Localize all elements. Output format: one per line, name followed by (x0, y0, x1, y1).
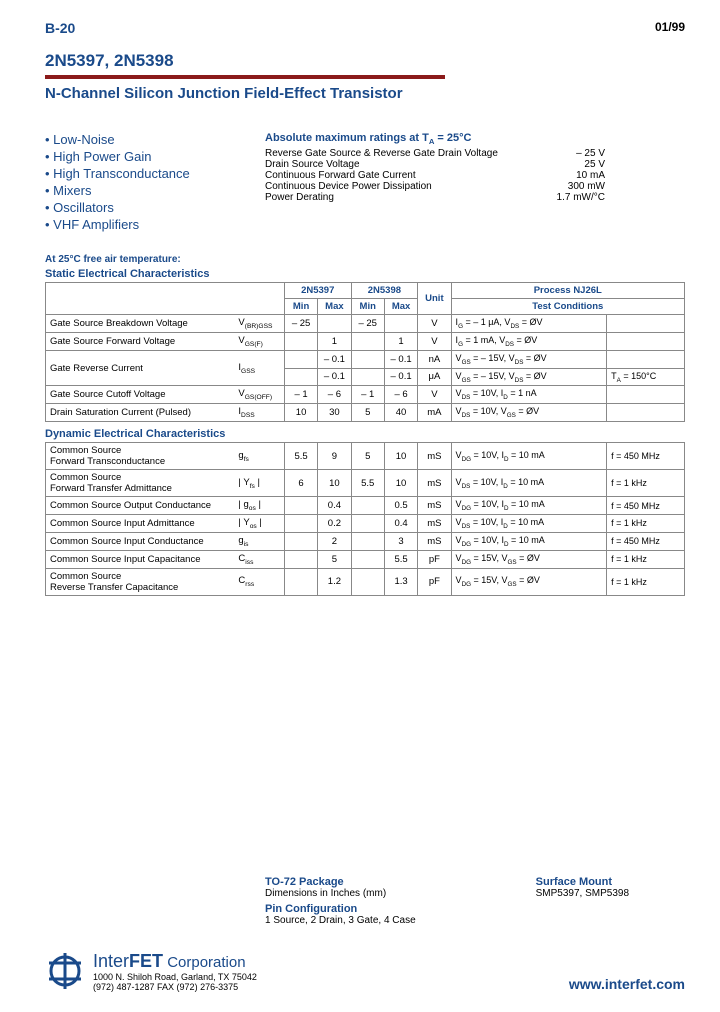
table-row: Common Source Input Conductancegis23mSVD… (46, 532, 685, 550)
features-list: Low-Noise High Power Gain High Transconduc… (45, 132, 245, 234)
subtitle: N-Channel Silicon Junction Field-Effect … (45, 85, 685, 102)
website: www.interfet.com (569, 976, 685, 992)
company-addr2: (972) 487-1287 FAX (972) 276-3375 (93, 982, 257, 992)
sm-sub: SMP5397, SMP5398 (536, 888, 629, 899)
table-row: Common SourceReverse Transfer Capacitanc… (46, 568, 685, 595)
ratings-row: Reverse Gate Source & Reverse Gate Drain… (265, 148, 605, 159)
ratings-row: Continuous Device Power Dissipation300 m… (265, 181, 605, 192)
date: 01/99 (655, 20, 685, 36)
company-addr1: 1000 N. Shiloh Road, Garland, TX 75042 (93, 972, 257, 982)
table-row: Gate Source Breakdown VoltageV(BR)GSS– 2… (46, 315, 685, 333)
dynamic-title: Dynamic Electrical Characteristics (45, 428, 685, 440)
pin-title: Pin Configuration (265, 903, 416, 915)
table-row: Gate Reverse CurrentIGSS– 0.1– 0.1nAVGS … (46, 350, 685, 368)
company-name: InterFET Corporation (93, 951, 257, 972)
sm-title: Surface Mount (536, 876, 629, 888)
static-table: 2N5397 2N5398 Unit Process NJ26L MinMax … (45, 282, 685, 422)
feature-item: High Transconductance (45, 166, 245, 181)
feature-item: High Power Gain (45, 149, 245, 164)
ratings-title: Absolute maximum ratings at TA = 25°C (265, 132, 685, 146)
dynamic-table: Common SourceForward Transconductancegfs… (45, 442, 685, 596)
pkg-sub: Dimensions in Inches (mm) (265, 888, 416, 899)
static-title: Static Electrical Characteristics (45, 268, 209, 280)
table-row: Common Source Input Admittance| Yos |0.2… (46, 515, 685, 533)
feature-item: VHF Amplifiers (45, 217, 245, 232)
part-numbers: 2N5397, 2N5398 (45, 51, 685, 71)
table-row: Drain Saturation Current (Pulsed)IDSS103… (46, 404, 685, 422)
table-row: Common SourceForward Transconductancegfs… (46, 443, 685, 470)
feature-item: Low-Noise (45, 132, 245, 147)
table-row: Gate Source Cutoff VoltageVGS(OFF)– 1– 6… (46, 386, 685, 404)
header: B-20 01/99 (45, 20, 685, 36)
pkg-title: TO-72 Package (265, 876, 416, 888)
feature-item: Mixers (45, 183, 245, 198)
temp-note: At 25°C free air temperature: (45, 254, 209, 265)
footer: TO-72 Package Dimensions in Inches (mm) … (45, 876, 685, 992)
table-row: Common Source Input CapacitanceCiss55.5p… (46, 550, 685, 568)
ratings-row: Drain Source Voltage25 V (265, 159, 605, 170)
ratings-row: Continuous Forward Gate Current10 mA (265, 170, 605, 181)
table-row: Common SourceForward Transfer Admittance… (46, 470, 685, 497)
page-id: B-20 (45, 20, 75, 36)
ratings-block: Absolute maximum ratings at TA = 25°C Re… (265, 132, 685, 234)
divider-bar (45, 75, 445, 79)
ratings-row: Power Derating1.7 mW/°C (265, 192, 605, 203)
company-block: InterFET Corporation 1000 N. Shiloh Road… (45, 951, 257, 992)
pin-sub: 1 Source, 2 Drain, 3 Gate, 4 Case (265, 915, 416, 926)
logo-icon (45, 951, 85, 991)
table-row: Gate Source Forward VoltageVGS(F)11VIG =… (46, 332, 685, 350)
feature-item: Oscillators (45, 200, 245, 215)
table-row: Common Source Output Conductance| gos |0… (46, 497, 685, 515)
